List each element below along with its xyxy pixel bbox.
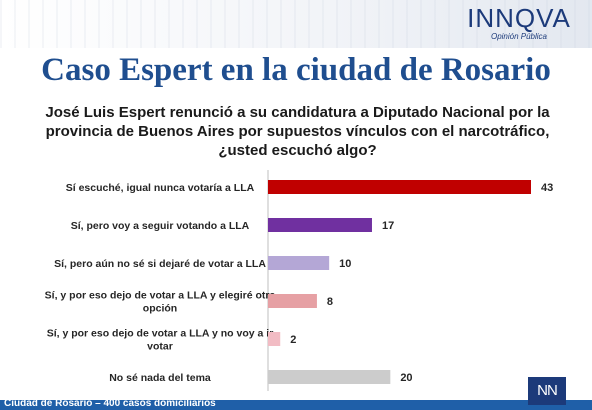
footer-bar: Ciudad de Rosario – 400 casos domiciliar… xyxy=(0,400,592,410)
bar-value-label: 2 xyxy=(290,334,296,346)
innova-logo: INNQVA Opinión Pública xyxy=(464,4,574,42)
category-label-line: votar xyxy=(147,341,173,353)
category-label: Sí escuché, igual nunca votaría a LLA xyxy=(66,182,255,194)
survey-question: José Luis Espert renunció a su candidatu… xyxy=(45,104,550,159)
category-label-line: Sí, y por eso dejo de votar a LLA y eleg… xyxy=(45,290,276,302)
bar xyxy=(268,370,391,384)
bar xyxy=(268,332,281,346)
category-label: Sí, pero voy a seguir votando a LLA xyxy=(71,220,250,232)
bar-value-label: 43 xyxy=(541,182,553,194)
header-band xyxy=(0,0,592,48)
bar-value-label: 10 xyxy=(339,258,351,270)
bar-chart: Sí escuché, igual nunca votaría a LLA 43 S… xyxy=(45,170,553,391)
bar xyxy=(268,218,372,232)
category-label-line: Sí, y por eso dejo de votar a LLA y no v… xyxy=(47,328,274,340)
bar xyxy=(268,294,317,308)
category-label-line: Sí, pero aún no sé si dejaré de votar a … xyxy=(54,258,266,270)
footer-text: Ciudad de Rosario – 400 casos domiciliar… xyxy=(4,400,216,409)
bar-value-label: 20 xyxy=(400,372,412,384)
category-label: Sí, y por eso dejo de votar a LLA y no v… xyxy=(47,328,274,353)
category-label-line: Sí, pero voy a seguir votando a LLA xyxy=(71,220,250,232)
bar xyxy=(268,256,330,270)
category-label-line: opción xyxy=(143,303,177,315)
bar-value-label: 17 xyxy=(382,220,394,232)
bar-value-label: 8 xyxy=(327,296,333,308)
category-label: Sí, pero aún no sé si dejaré de votar a … xyxy=(54,258,266,270)
category-label-line: Sí escuché, igual nunca votaría a LLA xyxy=(66,182,255,194)
category-label-line: No sé nada del tema xyxy=(109,372,211,384)
category-label: Sí, y por eso dejo de votar a LLA y eleg… xyxy=(45,290,276,315)
page-title: Caso Espert en la ciudad de Rosario xyxy=(41,52,551,88)
corner-logo-badge: NN xyxy=(528,377,566,405)
logo-subtitle: Opinión Pública xyxy=(490,32,548,41)
category-label: No sé nada del tema xyxy=(109,372,211,384)
logo-text: INNQVA xyxy=(467,3,571,33)
bar xyxy=(268,180,531,194)
